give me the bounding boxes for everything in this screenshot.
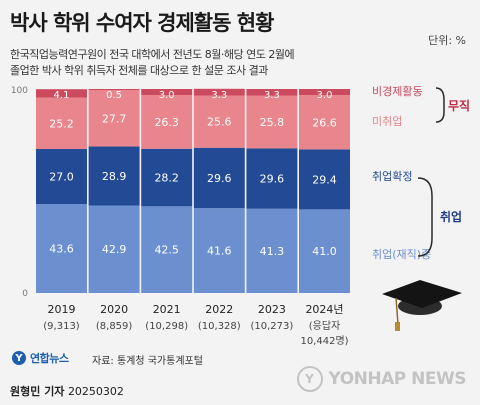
x-tick-sublabel: (8,859) [96,321,133,332]
group-label-chwieop: 취업 [440,209,462,224]
data-label: 41.0 [312,245,337,258]
data-label: 3.0 [159,90,175,101]
data-label: 4.1 [54,90,70,101]
legend-inactive: 비경제활동 [372,84,423,98]
muji-bracket [435,87,445,123]
data-label: 29.4 [312,173,337,186]
yonhap-watermark: Y YONHAP NEWS [296,366,467,392]
bar-segment [36,148,87,205]
reporter-name: 원형민 기자 [10,385,65,398]
watermark-icon: Y [296,366,323,392]
bar-segment [88,205,140,293]
x-tick-label: 2023 [258,303,286,316]
subtitle-line-1: 한국직업능력연구원이 전국 대학에서 전년도 8월·해당 연도 2월에 [10,48,295,61]
bar-segment [246,148,298,209]
bar-segment [88,90,140,147]
graduation-tassel-end-icon [395,322,400,331]
graduation-tassel-icon [395,297,399,325]
x-tick-label: 2019 [48,303,76,316]
x-tick-sublabel: (9,313) [43,321,80,332]
bar-segment [246,208,298,293]
x-tick-sublabel: (10,273) [251,321,294,332]
publish-date: 20250302 [67,385,124,398]
yonhap-logo: Y 연합뉴스 [12,350,69,366]
data-label: 42.5 [154,244,179,257]
bar-segment [141,89,193,96]
watermark-text: YONHAP NEWS [328,369,467,389]
chart-title: 박사 학위 수여자 경제활동 현황 [10,11,274,35]
unit-label: 단위: % [428,34,466,47]
x-tick-label: 2022 [205,303,233,316]
bar-segment [299,89,350,96]
legend-employed-confirmed: 취업확정 [372,170,412,183]
data-label: 27.0 [49,171,74,184]
bar-segment [141,206,193,293]
data-label: 29.6 [260,173,285,186]
chwieop-bracket [417,177,433,257]
x-tick-sublabel: 10,442명) [300,335,348,347]
data-label: 3.0 [317,90,333,101]
x-tick-label: 2020 [100,303,128,316]
bar-segment [141,95,193,149]
bar-segment [299,209,350,293]
chart-subtitle: 한국직업능력연구원이 전국 대학에서 전년도 8월·해당 연도 2월에 졸업한 … [10,47,295,79]
x-tick-sublabel: (10,328) [198,321,241,332]
group-label-muji: 무직 [448,98,470,113]
bar-segment [36,97,87,149]
data-label: 25.6 [207,116,232,129]
bar-segment [36,204,87,293]
data-label: 0.5 [106,90,122,101]
subtitle-line-2: 졸업한 박사 학위 취득자 전체를 대상으로 한 설문 조사 결과 [10,64,268,77]
graduation-cap-icon [382,280,462,308]
y-tick-label: 0 [22,289,28,299]
data-label: 28.2 [154,172,179,185]
data-label: 29.6 [207,172,232,185]
data-label: 42.9 [102,243,127,256]
bar-segment [193,208,245,293]
bar-segment [88,146,140,206]
x-tick-sublabel: (10,298) [145,321,188,332]
y-tick-label: 100 [11,86,28,96]
reporter-credit: 원형민 기자 20250302 [10,383,124,399]
x-tick-label: 2021 [153,303,181,316]
data-label: 26.3 [154,116,179,129]
data-label: 25.8 [260,116,285,129]
bar-segment [193,88,245,96]
bar-segment [193,147,245,209]
yonhap-logo-text: 연합뉴스 [30,352,69,365]
bar-segment [141,148,193,207]
data-label: 43.6 [49,243,74,256]
bar-segment [299,95,350,150]
legend-unemployed: 미취업 [372,115,402,128]
data-label: 41.3 [260,245,285,258]
data-label: 3.3 [211,90,227,101]
legend-employed-enrolled: 취업(재직)중 [372,248,431,261]
source-note: 자료: 통계청 국가통계포털 [92,356,203,367]
bar-segment [36,89,87,98]
yonhap-logo-icon: Y [12,351,26,365]
data-label: 26.6 [312,116,337,129]
bar-segment [88,89,140,91]
data-label: 27.7 [102,112,127,125]
bar-segment [193,95,245,148]
bar-segment [246,95,298,149]
data-label: 41.6 [207,245,232,258]
bar-segment [299,149,350,210]
x-tick-sublabel: (응답자 [309,320,341,332]
data-label: 3.3 [264,90,280,101]
data-label: 25.2 [49,117,74,130]
data-label: 28.9 [102,170,127,183]
x-tick-label: 2024년 [305,303,343,316]
bar-segment [246,89,298,96]
